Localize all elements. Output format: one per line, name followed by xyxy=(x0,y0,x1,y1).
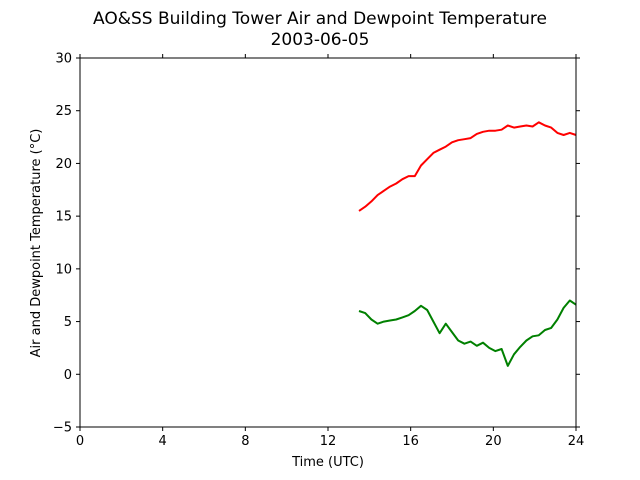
series-line-2 xyxy=(358,299,577,367)
x-tick-label: 12 xyxy=(320,434,337,449)
y-tick-label: 0 xyxy=(64,368,72,383)
y-tick-label: 25 xyxy=(55,104,72,119)
y-tick-label: −5 xyxy=(53,421,72,436)
x-tick-label: 0 xyxy=(76,434,84,449)
x-tick-label: 4 xyxy=(159,434,167,449)
y-tick-label: 15 xyxy=(55,210,72,225)
y-tick-label: 30 xyxy=(55,52,72,67)
x-tick-label: 20 xyxy=(485,434,502,449)
y-tick-label: 20 xyxy=(55,157,72,172)
y-tick-label: 5 xyxy=(64,315,72,330)
plot-area: 0 4 8 12 16 20 24 −5 0 5 10 15 20 25 30 xyxy=(53,52,584,450)
series-line-1 xyxy=(358,121,577,212)
y-axis-label: Air and Dewpoint Temperature (°C) xyxy=(29,129,44,358)
y-tick-label: 10 xyxy=(55,262,72,277)
x-axis-label: Time (UTC) xyxy=(291,455,364,470)
x-tick-label: 24 xyxy=(568,434,585,449)
plot-frame xyxy=(79,57,577,428)
x-tick-label: 16 xyxy=(402,434,419,449)
chart-subtitle: 2003-06-05 xyxy=(271,30,370,50)
x-tick-label: 8 xyxy=(241,434,249,449)
chart-title: AO&SS Building Tower Air and Dewpoint Te… xyxy=(93,9,547,29)
